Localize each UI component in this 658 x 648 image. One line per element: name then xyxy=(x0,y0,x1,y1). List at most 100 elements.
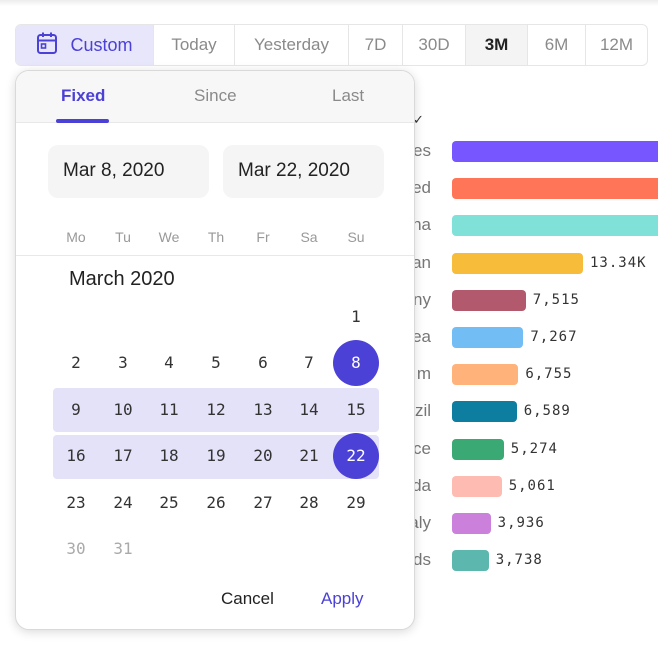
active-tab-indicator xyxy=(56,119,109,123)
category-label: m xyxy=(416,364,431,384)
bar[interactable] xyxy=(452,327,524,348)
category-label: es xyxy=(413,141,431,160)
chart-row: na xyxy=(0,214,658,237)
calendar-day[interactable]: 18 xyxy=(159,446,179,465)
calendar-day[interactable]: 20 xyxy=(253,446,273,465)
start-date-input[interactable]: Mar 8, 2020 xyxy=(48,145,209,198)
calendar-day[interactable]: 15 xyxy=(346,400,366,419)
apply-button[interactable]: Apply xyxy=(321,589,364,608)
calendar-day[interactable]: 24 xyxy=(113,493,133,512)
calendar-day[interactable]: 19 xyxy=(206,446,226,465)
divider xyxy=(16,255,414,256)
range-12m-button[interactable]: 12M xyxy=(585,25,647,65)
calendar-day[interactable]: 29 xyxy=(346,493,366,512)
chart-row: ea 7,267 xyxy=(0,326,658,348)
bar[interactable] xyxy=(452,401,517,423)
bar[interactable] xyxy=(452,141,658,162)
value-label: 7,267 xyxy=(530,329,578,345)
value-label: 5,274 xyxy=(510,440,558,457)
bar[interactable] xyxy=(452,252,583,274)
bar[interactable] xyxy=(452,513,491,534)
selected-range-band xyxy=(53,388,379,432)
category-label: zil xyxy=(414,401,431,421)
calendar-day[interactable]: 30 xyxy=(66,539,86,558)
weekday-label: Fr xyxy=(256,229,270,245)
category-label: ds xyxy=(413,550,431,570)
category-label: ny xyxy=(413,289,431,309)
chart-row: ds 3,738 xyxy=(0,549,658,572)
date-range-toolbar: Custom Today Yesterday 7D 30D 3M 6M 12M xyxy=(15,24,648,66)
calendar-day[interactable]: 2 xyxy=(71,353,81,372)
bar[interactable] xyxy=(452,178,658,200)
range-yesterday-button[interactable]: Yesterday xyxy=(234,25,348,65)
checkmark-icon: ✓ xyxy=(413,112,424,127)
chart-row: ny 7,515 xyxy=(0,289,658,311)
category-label: ce xyxy=(413,438,431,458)
calendar-day[interactable]: 12 xyxy=(206,400,226,419)
range-today-button[interactable]: Today xyxy=(153,25,234,65)
value-label: 3,738 xyxy=(495,552,543,569)
calendar-day[interactable]: 16 xyxy=(66,446,86,465)
custom-label: Custom xyxy=(70,34,133,55)
tab-since[interactable]: Since xyxy=(194,86,237,105)
value-label: 5,061 xyxy=(508,477,556,494)
top-panel-edge xyxy=(0,0,658,6)
calendar-day[interactable]: 4 xyxy=(164,353,174,372)
calendar-day[interactable]: 7 xyxy=(304,353,314,372)
calendar-day[interactable]: 8 xyxy=(333,340,379,386)
chart-row: es xyxy=(0,140,658,162)
bar[interactable] xyxy=(452,215,658,237)
calendar-day[interactable]: 10 xyxy=(113,400,133,419)
calendar-day[interactable]: 28 xyxy=(299,493,319,512)
tab-last[interactable]: Last xyxy=(332,86,365,105)
weekday-label: Sa xyxy=(300,229,318,245)
chart-row: an 13.34K xyxy=(0,252,658,274)
category-label: an xyxy=(412,252,431,272)
calendar-day[interactable]: 9 xyxy=(71,400,81,419)
date-picker-popup: Fixed Since Last Mar 8, 2020 Mar 22, 202… xyxy=(15,70,415,630)
range-7d-button[interactable]: 7D xyxy=(348,25,402,65)
calendar-day[interactable]: 3 xyxy=(118,353,128,372)
chart-row: ce 5,274 xyxy=(0,438,658,460)
calendar-day[interactable]: 31 xyxy=(113,539,133,558)
chart-row: ed xyxy=(0,177,658,200)
calendar-day[interactable]: 13 xyxy=(253,400,273,419)
chart-row: m 6,755 xyxy=(0,363,658,386)
calendar-day[interactable]: 14 xyxy=(299,400,319,419)
value-label: 7,515 xyxy=(532,291,580,308)
bar[interactable] xyxy=(452,550,489,572)
range-30d-button[interactable]: 30D xyxy=(402,25,465,65)
category-label: ed xyxy=(412,178,431,198)
bar[interactable] xyxy=(452,438,504,460)
chart-row: da 5,061 xyxy=(0,475,658,497)
calendar-day[interactable]: 5 xyxy=(211,353,221,372)
calendar-day[interactable]: 1 xyxy=(351,307,361,326)
calendar-day[interactable]: 11 xyxy=(159,400,179,419)
bar[interactable] xyxy=(452,364,519,386)
calendar-day[interactable]: 26 xyxy=(206,493,226,512)
calendar-day[interactable]: 22 xyxy=(333,433,379,479)
weekday-label: Tu xyxy=(115,229,131,245)
calendar-day[interactable]: 6 xyxy=(258,353,268,372)
calendar-day[interactable]: 23 xyxy=(66,493,86,512)
calendar-day[interactable]: 25 xyxy=(159,493,179,512)
bar[interactable] xyxy=(452,289,526,311)
bar[interactable] xyxy=(452,475,502,497)
tab-fixed[interactable]: Fixed xyxy=(61,86,106,105)
calendar-day[interactable]: 17 xyxy=(113,446,133,465)
range-6m-button[interactable]: 6M xyxy=(527,25,585,65)
value-label: 6,589 xyxy=(523,403,571,420)
calendar-day[interactable]: 27 xyxy=(253,493,273,512)
calendar-icon xyxy=(36,31,58,60)
value-label: 3,936 xyxy=(497,515,545,531)
end-date-input[interactable]: Mar 22, 2020 xyxy=(223,145,384,198)
weekday-label: Mo xyxy=(66,229,86,245)
weekday-label: Th xyxy=(207,229,225,245)
month-title: March 2020 xyxy=(69,268,175,290)
range-3m-button[interactable]: 3M xyxy=(465,25,527,65)
picker-tabs: Fixed Since Last xyxy=(16,71,414,123)
custom-range-button[interactable]: Custom xyxy=(16,25,153,65)
cancel-button[interactable]: Cancel xyxy=(221,589,274,608)
calendar-day[interactable]: 21 xyxy=(299,446,319,465)
category-label: na xyxy=(412,215,431,235)
